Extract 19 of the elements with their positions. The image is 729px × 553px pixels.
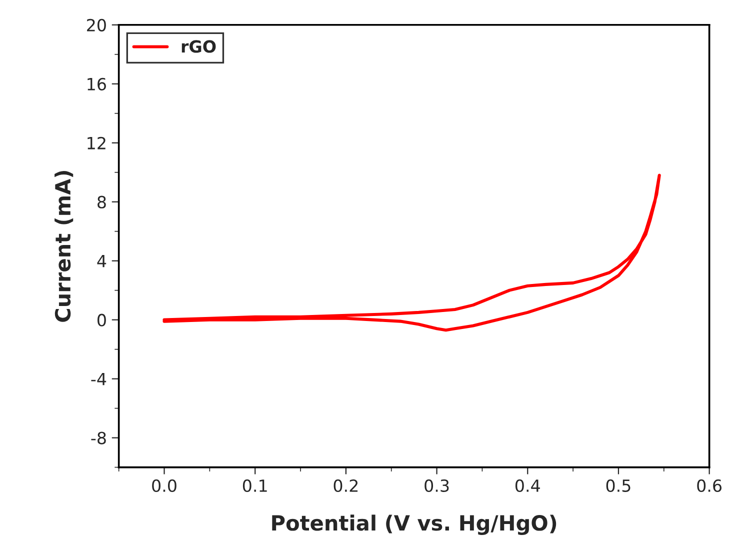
- x-tick-label: 0.6: [697, 479, 722, 492]
- x-tick-label: 0.5: [606, 479, 630, 492]
- x-tick-label: 0.0: [152, 479, 176, 492]
- y-tick-label: 12: [88, 136, 106, 150]
- y-tick-label: 16: [88, 78, 106, 90]
- y-axis-title: Current (mA): [54, 171, 74, 322]
- y-tick-label: -4: [91, 372, 106, 386]
- y-tick-label: 4: [97, 255, 106, 268]
- x-tick-label: 0.2: [334, 479, 358, 492]
- y-tick-label: 20: [87, 18, 106, 32]
- y-tick-label: 0: [98, 314, 106, 326]
- legend-label: rGO: [182, 40, 216, 53]
- line-series: [162, 174, 661, 332]
- x-tick-label: 0.1: [242, 479, 267, 492]
- x-tick-label: 0.4: [515, 479, 540, 492]
- x-tick-label: 0.3: [424, 479, 449, 492]
- x-axis-title: Potential (V vs. Hg/HgO): [272, 514, 556, 535]
- y-tick-label: -8: [91, 432, 106, 444]
- y-tick-label: 8: [98, 196, 106, 208]
